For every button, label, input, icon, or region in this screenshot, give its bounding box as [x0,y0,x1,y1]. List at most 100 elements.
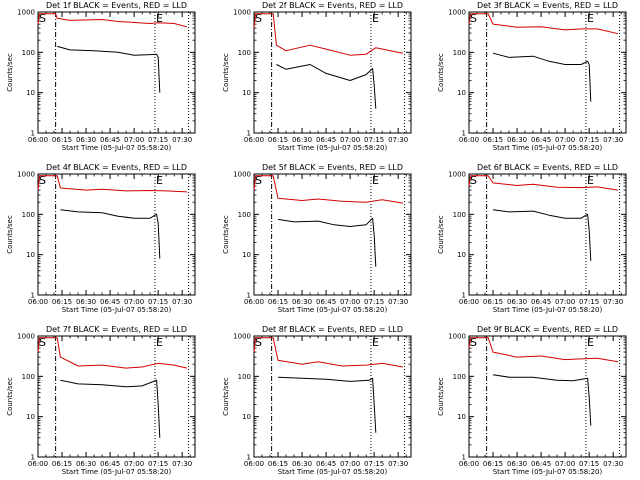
y-tick-label: 1 [247,454,251,462]
y-tick-label: 100 [22,373,35,381]
x-tick-label: 07:30 [603,460,623,468]
x-tick-label: 07:15 [364,298,384,306]
event-marker-label: S [255,174,262,187]
y-tick-label: 100 [22,49,35,57]
series-line-events [492,209,592,261]
x-tick-label: 07:00 [340,298,360,306]
y-tick-label: 1 [247,292,251,300]
series-line-lld [468,337,619,363]
y-tick-label: 10 [26,413,35,421]
y-tick-label: 1 [462,130,466,138]
series-line-events [60,379,161,438]
x-tick-label: 06:45 [531,298,551,306]
x-tick-label: 07:00 [555,460,575,468]
y-tick-label: 1 [31,130,35,138]
event-marker-label: S [39,336,46,349]
panel-title: Det 8f BLACK = Events, RED = LLD [262,325,403,334]
y-tick-label: 100 [238,373,251,381]
x-axis-label: Start Time (05-Jul-07 05:58:20) [62,468,172,476]
y-axis-label: Counts/sec [437,377,445,416]
y-tick-label: 1 [31,292,35,300]
event-marker-label: S [470,12,477,25]
event-marker-label: S [470,336,477,349]
series-line-events [277,376,377,433]
event-marker-label: S [255,12,262,25]
x-tick-label: 06:00 [28,460,48,468]
y-tick-label: 1000 [233,333,251,341]
y-tick-label: 1000 [448,171,466,179]
x-tick-label: 07:15 [579,136,599,144]
x-tick-label: 07:00 [340,136,360,144]
series-line-lld [468,13,619,35]
x-tick-label: 06:45 [100,298,120,306]
event-marker-label: S [255,336,262,349]
x-tick-label: 06:30 [507,136,527,144]
plot-frame [253,11,412,134]
y-tick-label: 10 [457,251,466,259]
x-tick-label: 07:15 [579,298,599,306]
panel-det-9: Det 9f BLACK = Events, RED = LLD 1 10 100 10… [437,325,627,476]
panel-title: Det 2f BLACK = Events, RED = LLD [262,1,403,10]
x-axis-label: Start Time (05-Jul-07 05:58:20) [62,144,172,152]
series-line-lld [468,175,619,191]
event-marker-label: S [39,174,46,187]
event-marker-label: S [470,174,477,187]
x-tick-label: 07:00 [340,460,360,468]
event-marker-label: E [156,12,163,25]
x-tick-label: 07:30 [603,136,623,144]
x-tick-label: 07:30 [172,136,192,144]
x-tick-label: 07:30 [172,460,192,468]
x-tick-label: 06:00 [459,298,479,306]
y-tick-label: 10 [26,251,35,259]
series-line-events [277,217,377,267]
y-tick-label: 1000 [233,9,251,17]
x-tick-label: 06:45 [100,460,120,468]
series-line-lld [37,13,188,28]
x-tick-label: 06:15 [268,298,288,306]
y-tick-label: 100 [453,49,466,57]
y-tick-label: 10 [242,413,251,421]
x-tick-label: 06:45 [531,460,551,468]
plot-frame [253,173,412,296]
y-tick-label: 1000 [233,171,251,179]
series-line-events [492,374,592,426]
y-tick-label: 10 [242,89,251,97]
x-tick-label: 06:30 [76,460,96,468]
y-tick-label: 10 [457,413,466,421]
plot-frame [468,335,627,458]
panel-title: Det 1f BLACK = Events, RED = LLD [46,1,187,10]
x-tick-label: 06:30 [507,298,527,306]
panel-det-3: Det 3f BLACK = Events, RED = LLD 1 10 100 10… [437,1,627,152]
y-axis-label: Counts/sec [222,215,230,254]
x-tick-label: 06:45 [531,136,551,144]
plot-frame [37,173,196,296]
y-axis-label: Counts/sec [222,377,230,416]
panel-det-6: Det 6f BLACK = Events, RED = LLD 1 10 100 10… [437,163,627,314]
panel-title: Det 9f BLACK = Events, RED = LLD [477,325,618,334]
x-tick-label: 07:30 [388,298,408,306]
y-tick-label: 1000 [448,333,466,341]
x-tick-label: 07:15 [364,460,384,468]
panel-det-8: Det 8f BLACK = Events, RED = LLD 1 10 100 10… [222,325,412,476]
series-line-events [492,52,592,102]
x-tick-label: 07:00 [555,298,575,306]
series-line-events [276,64,377,109]
x-tick-label: 06:15 [268,136,288,144]
series-line-events [57,45,161,93]
y-tick-label: 1000 [17,171,35,179]
plot-frame [37,11,196,134]
event-marker-label: E [372,336,379,349]
series-line-lld [37,175,188,193]
series-line-lld [37,337,188,369]
series-line-lld [253,13,404,56]
x-tick-label: 07:00 [555,136,575,144]
y-tick-label: 1000 [448,9,466,17]
event-marker-label: E [156,174,163,187]
x-tick-label: 06:30 [292,136,312,144]
x-axis-label: Start Time (05-Jul-07 05:58:20) [278,306,388,314]
event-marker-label: E [587,336,594,349]
panel-title: Det 5f BLACK = Events, RED = LLD [262,163,403,172]
series-line-events [60,209,161,259]
x-tick-label: 06:15 [52,136,72,144]
panel-det-5: Det 5f BLACK = Events, RED = LLD 1 10 100 10… [222,163,412,314]
